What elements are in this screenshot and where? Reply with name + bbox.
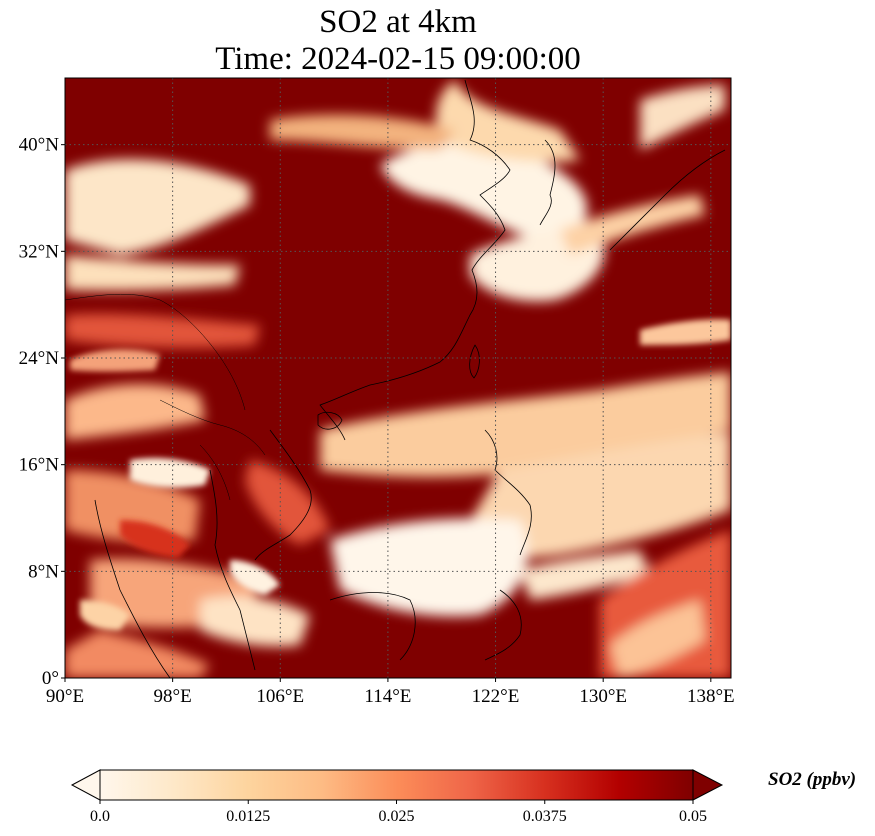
colorbar-bar	[99, 769, 694, 801]
colorbar: 0.0 0.0125 0.025 0.0375 0.05	[70, 769, 724, 825]
x-tick-label: 98°E	[154, 686, 192, 707]
y-tick-label: 40°N	[19, 135, 60, 156]
malay-coastline	[209, 469, 256, 671]
colorbar-tick-label: 0.0	[90, 808, 110, 825]
y-tick-label: 0°	[42, 668, 59, 689]
map-frame	[64, 77, 732, 679]
sulawesi-coastline	[484, 589, 522, 661]
korea-coastline	[539, 139, 556, 226]
y-tick-label: 24°N	[19, 348, 60, 369]
colorbar-title: SO2 (ppbv)	[768, 769, 857, 790]
x-tick-label: 130°E	[579, 686, 627, 707]
sumatra-coastline	[94, 499, 171, 678]
x-tick-label: 122°E	[472, 686, 520, 707]
border-line	[159, 399, 266, 456]
y-tick-label: 16°N	[19, 455, 60, 476]
so2-plumes	[65, 80, 731, 678]
so2-field	[65, 78, 731, 678]
colorbar-ticks: 0.0 0.0125 0.025 0.0375 0.05	[90, 800, 707, 825]
x-tick-label: 114°E	[364, 686, 411, 707]
colorbar-extend-min	[70, 769, 101, 801]
x-tick-label: 138°E	[687, 686, 735, 707]
x-tick-label: 90°E	[46, 686, 84, 707]
chart-subtitle-time: Time: 2024-02-15 09:00:00	[215, 41, 581, 77]
colorbar-tick-label: 0.0375	[523, 808, 567, 825]
axis-ticks: 90°E 98°E 106°E 114°E 122°E 130°E 138°E 0° 8°N 16…	[19, 135, 735, 707]
border-line	[65, 293, 246, 411]
colorbar-extend-max	[692, 769, 724, 801]
y-tick-label: 32°N	[19, 241, 60, 262]
y-tick-label: 8°N	[28, 561, 59, 582]
taiwan-island	[469, 344, 480, 379]
colorbar-tick-label: 0.05	[679, 808, 707, 825]
colorbar-tick-label: 0.025	[379, 808, 415, 825]
colorbar-tick-label: 0.0125	[226, 808, 270, 825]
japan-coastline	[609, 149, 726, 251]
so2-detail	[70, 319, 731, 630]
china-coastline	[319, 79, 511, 441]
hainan-island	[317, 411, 343, 430]
borneo-coastline	[329, 592, 416, 661]
vietnam-coastline	[254, 429, 312, 561]
x-tick-label: 106°E	[256, 686, 304, 707]
border-line	[199, 444, 231, 501]
country-borders	[65, 293, 266, 501]
chart-title: SO2 at 4km	[319, 4, 477, 40]
